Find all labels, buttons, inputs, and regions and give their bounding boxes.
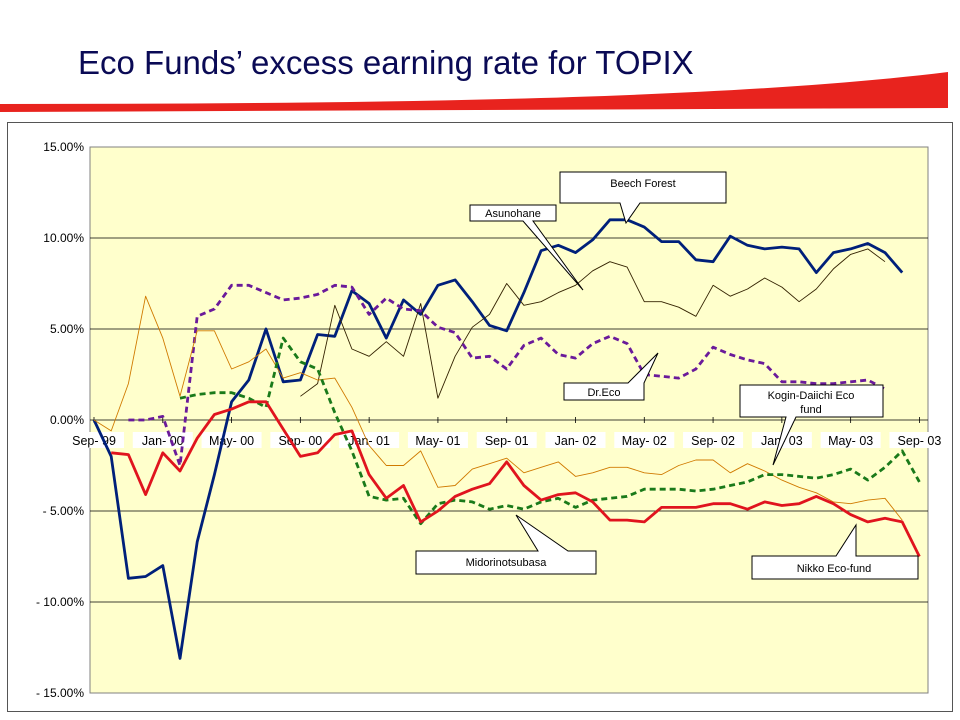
x-tick-label-bg [407,432,468,448]
series-line-nikko-eco-fund [111,400,921,558]
x-tick-label: Sep- 00 [278,434,322,448]
chart-frame: 15.00% 10.00% 5.00% 0.00% - 5.00% - 10.00% - 1… [7,122,953,712]
callout-beech-forest-label: Beech Forest [610,178,675,190]
callout-midorinotsubasa: Midorinotsubasa [415,514,597,575]
y-tick-label: - 5.00% [43,504,85,518]
callouts: Beech Forest Asunohane Dr.Eco Kogin-Daii… [415,171,919,580]
series-line-asunohane [300,248,886,399]
x-tick-label: May- 03 [828,434,873,448]
series-line-dr-eco [128,283,886,467]
callout-asunohane-label: Asunohane [485,208,541,220]
x-tick-label: May- 00 [209,434,254,448]
callout-midorinotsubasa-label: Midorinotsubasa [466,557,548,569]
series-line-beech-forest [92,218,904,660]
callout-dr-eco-label: Dr.Eco [587,387,620,399]
x-tick-label-bg [201,432,262,448]
line-chart: 15.00% 10.00% 5.00% 0.00% - 5.00% - 10.00% - 1… [36,140,950,700]
x-tick-label-bg [614,432,675,448]
x-tick-label-bg [545,432,606,448]
x-tick-label: Sep- 03 [898,434,942,448]
callout-kogin-daiichi-label-2: fund [800,404,821,416]
callout-beech-forest: Beech Forest [559,171,727,225]
callout-asunohane: Asunohane [469,204,584,291]
callout-nikko-label: Nikko Eco-fund [797,563,872,575]
x-tick-label: Jan- 00 [142,434,184,448]
x-tick-label-bg [270,432,331,448]
x-tick-label-bg [476,432,537,448]
y-tick-label: 10.00% [43,231,84,245]
x-tick-label: Jan- 02 [555,434,597,448]
x-tick-label: Sep- 01 [485,434,529,448]
x-tick-label: Sep- 99 [72,434,116,448]
y-tick-label: 15.00% [43,140,84,154]
y-tick-label: 5.00% [50,322,84,336]
x-tick-label-bg [820,432,881,448]
x-tick-label-bg [683,432,744,448]
header-swoosh-decoration [0,72,948,112]
y-axis-tick-labels: 15.00% 10.00% 5.00% 0.00% - 5.00% - 10.00% - 1… [36,140,84,700]
series-line-orange-fund [93,295,903,521]
x-tick-label: May- 02 [622,434,667,448]
x-tick-label-bg [889,432,950,448]
series-line-kogin-daiichi-eco-fund [179,336,921,526]
callout-nikko: Nikko Eco-fund [751,523,919,580]
x-tick-label: May- 01 [415,434,460,448]
x-tick-label-bg [132,432,193,448]
callout-dr-eco: Dr.Eco [563,352,659,401]
x-tick-label-bg [64,432,124,448]
y-tick-label: - 15.00% [36,686,84,700]
y-tick-label: 0.00% [50,413,84,427]
x-tick-label: Sep- 02 [691,434,735,448]
series-lines [92,218,921,660]
y-tick-label: - 10.00% [36,595,84,609]
slide-title: Eco Funds’ excess earning rate for TOPIX [78,44,694,81]
callout-kogin-daiichi-label: Kogin-Daiichi Eco [768,390,855,402]
callout-kogin-daiichi: Kogin-Daiichi Eco fund [739,384,884,466]
